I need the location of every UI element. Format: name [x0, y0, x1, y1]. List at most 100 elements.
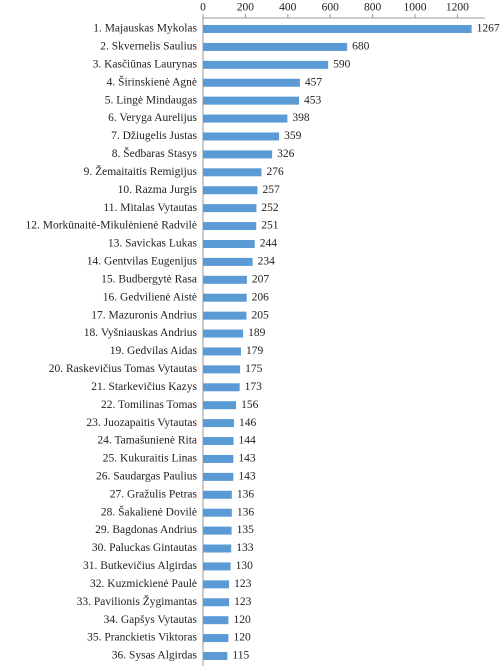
category-label: 12. Morkūnaitė-Mikulėnienė Radvilė [25, 220, 197, 232]
value-label: 146 [239, 417, 257, 429]
bar [203, 634, 229, 643]
x-tick-label: 1000 [404, 2, 427, 14]
value-label: 359 [284, 130, 302, 142]
bar [203, 329, 244, 338]
value-label: 179 [246, 345, 263, 357]
bar [203, 508, 232, 517]
category-label: 4. Širinskienė Agnė [107, 74, 197, 88]
value-label: 207 [252, 273, 270, 285]
x-tick-label: 400 [279, 2, 297, 14]
value-label: 590 [333, 58, 351, 70]
category-label: 5. Lingė Mindaugas [105, 94, 198, 106]
bar [203, 598, 230, 607]
category-label: 15. Budbergytė Rasa [101, 273, 197, 285]
value-label: 135 [237, 524, 255, 536]
value-label: 120 [233, 614, 251, 626]
bar [203, 239, 255, 248]
x-tick-label: 200 [237, 2, 255, 14]
bar [203, 96, 300, 105]
category-label: 33. Pavilionis Žygimantas [77, 594, 198, 608]
bar [203, 437, 234, 446]
value-label: 205 [251, 309, 269, 321]
category-label: 8. Šedbaras Stasys [112, 146, 198, 160]
value-label: 143 [238, 453, 256, 465]
bar [203, 42, 348, 51]
category-label: 22. Tomilinas Tomas [101, 399, 198, 411]
x-tick-label: 800 [364, 2, 382, 14]
category-label: 3. Kasčiūnas Laurynas [93, 58, 198, 70]
value-label: 120 [233, 632, 251, 644]
value-label: 175 [245, 363, 263, 375]
value-label: 326 [277, 148, 295, 160]
category-label: 21. Starkevičius Kazys [91, 381, 197, 393]
value-label: 156 [241, 399, 259, 411]
value-label: 251 [261, 220, 279, 232]
value-label: 206 [252, 291, 270, 303]
value-label: 130 [236, 560, 254, 572]
category-label: 31. Butkevičius Algirdas [83, 560, 198, 572]
value-label: 173 [245, 381, 263, 393]
bar [203, 401, 237, 410]
category-label: 30. Paluckas Gintautas [92, 542, 198, 554]
bar [203, 293, 247, 302]
bar [203, 616, 229, 625]
bar [203, 365, 241, 374]
bar [203, 78, 300, 87]
value-label: 143 [238, 470, 256, 482]
x-tick-label: 1200 [446, 2, 469, 14]
bar [203, 132, 280, 141]
category-label: 13. Savickas Lukas [108, 238, 198, 250]
bar [203, 257, 253, 266]
category-label: 25. Kukuraitis Linas [103, 453, 198, 465]
category-label: 7. Džiugelis Justas [111, 130, 197, 142]
value-label: 123 [234, 596, 252, 608]
bar [203, 25, 472, 33]
category-label: 10. Razma Jurgis [118, 184, 198, 196]
value-label: 234 [258, 256, 276, 268]
category-label: 28. Šakalienė Dovilė [101, 504, 197, 518]
category-label: 27. Gražulis Petras [110, 488, 198, 500]
value-label: 1267 [477, 23, 500, 35]
bar [203, 526, 232, 535]
value-label: 136 [237, 506, 255, 518]
x-tick-label: 600 [322, 2, 340, 14]
value-label: 144 [239, 435, 257, 447]
bar [203, 60, 329, 69]
bar [203, 490, 232, 499]
value-label: 115 [232, 650, 249, 662]
bar [203, 275, 247, 284]
category-label: 18. Vyšniauskas Andrius [84, 327, 198, 339]
category-label: 11. Mitalas Vytautas [103, 202, 197, 214]
category-label: 16. Gedvilienė Aistė [103, 291, 197, 303]
category-label: 2. Skvernelis Saulius [100, 41, 197, 53]
bar [203, 383, 240, 392]
category-label: 20. Raskevičius Tomas Vytautas [49, 363, 198, 375]
category-label: 23. Juozapaitis Vytautas [86, 417, 197, 429]
category-label: 24. Tamašunienė Rita [97, 435, 197, 447]
value-label: 257 [262, 184, 280, 196]
category-label: 34. Gapšys Vytautas [104, 614, 198, 626]
bar [203, 472, 234, 481]
category-label: 35. Pranckietis Viktoras [87, 632, 197, 644]
category-label: 6. Veryga Aurelijus [108, 112, 197, 124]
bar [203, 186, 258, 195]
bar [203, 454, 234, 463]
bar [203, 544, 232, 553]
value-label: 680 [352, 41, 370, 53]
bar [203, 562, 231, 571]
bar [203, 347, 241, 356]
value-label: 398 [292, 112, 310, 124]
bar [203, 168, 262, 177]
category-label: 26. Saudargas Paulius [96, 470, 198, 482]
bar [203, 222, 257, 231]
value-label: 189 [248, 327, 265, 339]
bar [203, 311, 247, 320]
value-label: 276 [267, 166, 285, 178]
category-label: 19. Gedvilas Aidas [110, 345, 198, 357]
bar [203, 204, 257, 213]
category-label: 9. Žemaitaitis Remigijus [84, 164, 198, 178]
bar [203, 580, 230, 589]
value-label: 123 [234, 578, 252, 590]
value-label: 244 [260, 238, 278, 250]
category-label: 29. Bagdonas Andrius [95, 524, 197, 536]
